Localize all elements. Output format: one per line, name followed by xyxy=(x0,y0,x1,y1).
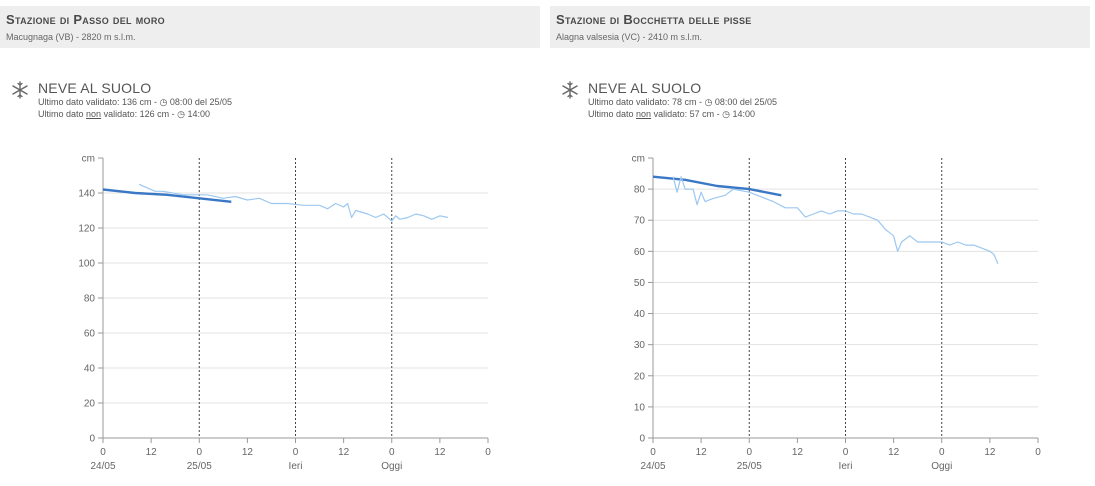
station-location: Alagna valsesia (VC) - 2410 m s.l.m. xyxy=(556,32,703,42)
y-tick-label: 30 xyxy=(634,340,646,351)
not-validated-series-line xyxy=(138,183,449,222)
y-tick-label: 0 xyxy=(89,434,95,445)
y-tick-label: 100 xyxy=(78,259,95,270)
y-tick-label: 80 xyxy=(634,185,646,196)
station-panel-passo-del-moro: Stazione di Passo del moro Macugnaga (VB… xyxy=(0,0,540,486)
y-tick-label: 50 xyxy=(634,278,646,289)
not-validated-prefix: Ultimo dato xyxy=(588,109,637,119)
day-label: 25/05 xyxy=(737,461,762,472)
not-validated-prefix: Ultimo dato xyxy=(38,109,87,119)
validated-info: Ultimo dato validato: 78 cm - ◷ 08:00 de… xyxy=(588,97,777,107)
x-tick-label: 0 xyxy=(746,447,752,458)
not-validated-series-line xyxy=(672,176,999,265)
x-tick-label: 12 xyxy=(242,447,254,458)
snowflake-icon xyxy=(562,81,578,99)
not-validated-suffix: validato: 57 cm - ◷ 14:00 xyxy=(651,109,755,119)
not-validated-suffix: validato: 126 cm - ◷ 14:00 xyxy=(101,109,210,119)
not-validated-info: Ultimo dato non validato: 126 cm - ◷ 14:… xyxy=(38,109,210,120)
x-tick-label: 0 xyxy=(196,447,202,458)
x-tick-label: 12 xyxy=(434,447,446,458)
day-label: 24/05 xyxy=(90,461,115,472)
y-axis-label: cm xyxy=(82,154,95,165)
x-tick-label: 12 xyxy=(146,447,158,458)
validated-info: Ultimo dato validato: 136 cm - ◷ 08:00 d… xyxy=(38,97,232,107)
x-tick-label: 0 xyxy=(100,447,106,458)
x-tick-label: 12 xyxy=(792,447,804,458)
validated-series-line xyxy=(102,188,232,203)
station-panel-bocchetta-delle-pisse: Stazione di Bocchetta delle pisse Alagna… xyxy=(550,0,1090,486)
station-location: Macugnaga (VB) - 2820 m s.l.m. xyxy=(6,32,136,42)
station-header: Stazione di Passo del moro Macugnaga (VB… xyxy=(0,6,540,48)
x-tick-label: 0 xyxy=(293,447,299,458)
day-label: Ieri xyxy=(289,461,303,472)
day-label: 25/05 xyxy=(187,461,212,472)
snow-depth-chart: 0 10 20 30 40 50 60 70 80 cm 0 12 0 12 0 12 0 12 0 24/05 25/… xyxy=(632,154,1042,473)
x-tick-label: 12 xyxy=(984,447,996,458)
y-tick-label: 20 xyxy=(84,399,96,410)
x-tick-label: 12 xyxy=(696,447,708,458)
y-tick-label: 70 xyxy=(634,216,646,227)
metric-title: NEVE AL SUOLO xyxy=(38,80,152,96)
y-tick-label: 40 xyxy=(84,364,96,375)
x-tick-label: 0 xyxy=(1035,447,1041,458)
station-title: Stazione di Passo del moro xyxy=(6,12,165,27)
not-validated-info: Ultimo dato non validato: 57 cm - ◷ 14:0… xyxy=(588,109,755,120)
x-tick-label: 0 xyxy=(650,447,656,458)
y-tick-label: 60 xyxy=(84,329,96,340)
y-tick-label: 80 xyxy=(84,294,96,305)
y-tick-label: 0 xyxy=(639,434,645,445)
y-tick-label: 20 xyxy=(634,371,646,382)
x-tick-label: 12 xyxy=(338,447,350,458)
y-tick-label: 40 xyxy=(634,309,646,320)
x-tick-label: 0 xyxy=(485,447,491,458)
y-tick-label: 120 xyxy=(78,224,95,235)
y-tick-label: 60 xyxy=(634,247,646,258)
metric-title: NEVE AL SUOLO xyxy=(588,80,702,96)
y-axis-label: cm xyxy=(632,154,645,165)
y-tick-label: 140 xyxy=(78,189,95,200)
x-tick-label: 12 xyxy=(888,447,900,458)
not-validated-word: non xyxy=(636,109,652,119)
y-tick-label: 10 xyxy=(634,402,646,413)
x-tick-label: 0 xyxy=(843,447,849,458)
day-label: Ieri xyxy=(839,461,853,472)
station-title: Stazione di Bocchetta delle pisse xyxy=(556,12,752,27)
day-label: Oggi xyxy=(381,461,402,472)
x-tick-label: 0 xyxy=(389,447,395,458)
station-header: Stazione di Bocchetta delle pisse Alagna… xyxy=(550,6,1090,48)
day-label: Oggi xyxy=(931,461,952,472)
validated-series-line xyxy=(652,175,782,197)
not-validated-word: non xyxy=(86,109,102,119)
snowflake-icon xyxy=(12,81,28,99)
x-tick-label: 0 xyxy=(939,447,945,458)
day-label: 24/05 xyxy=(640,461,665,472)
